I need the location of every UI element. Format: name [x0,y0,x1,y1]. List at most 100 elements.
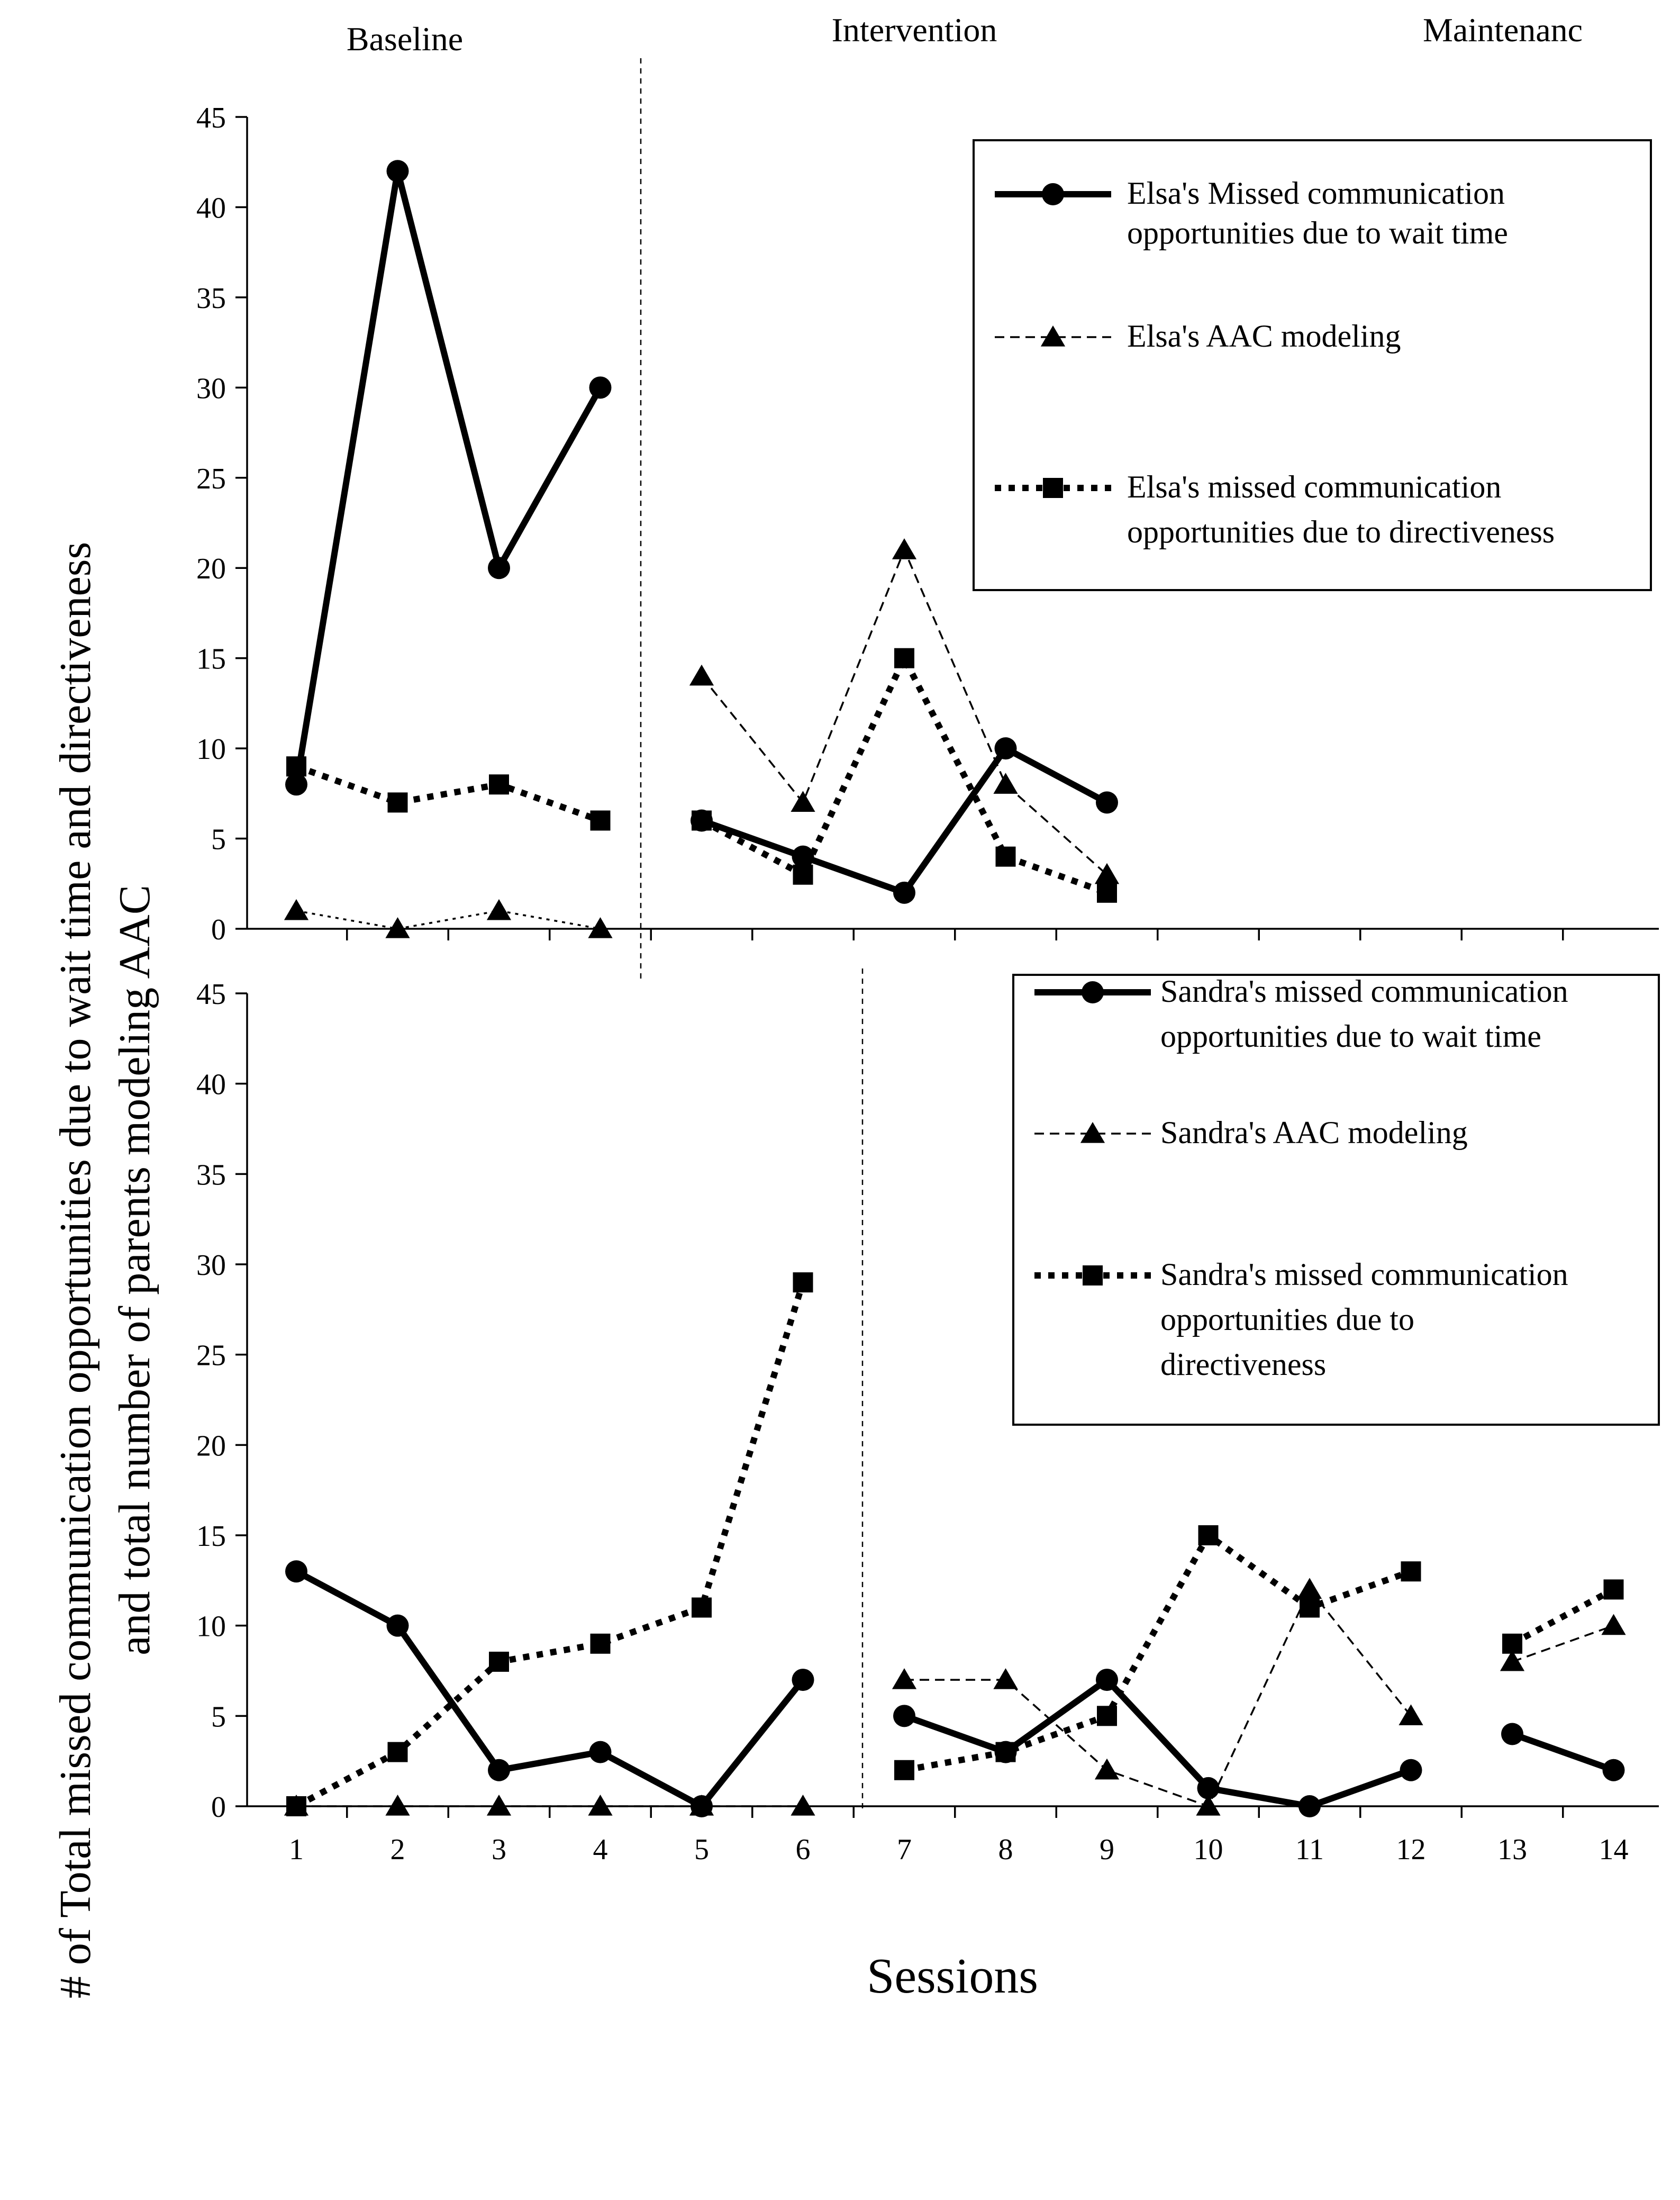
circle-marker [893,1705,915,1727]
square-marker [1401,1561,1421,1582]
circle-marker [1602,1759,1625,1781]
series-line-segment [904,1588,1412,1807]
square-marker [692,810,712,831]
x-tick-label: 14 [1599,1833,1629,1866]
square-marker [286,756,306,777]
square-marker [1083,1265,1103,1285]
x-tick-label: 2 [391,1833,405,1866]
circle-marker [994,737,1017,760]
legend-label: Elsa's missed communication [1127,469,1501,504]
legend-label: Elsa's AAC modeling [1127,319,1401,354]
y-tick-label: 40 [196,192,226,224]
circle-marker [386,1614,409,1637]
triangle-marker [1196,1795,1221,1816]
legend-label: Sandra's AAC modeling [1160,1115,1468,1150]
circle-marker [1096,791,1118,814]
y-tick-label: 20 [196,1429,226,1462]
circle-marker [1096,1669,1118,1691]
legend-label: directiveness [1160,1347,1326,1382]
y-tick-label: 15 [196,1520,226,1553]
series-line-segment [903,1677,1412,1809]
chart-panel-elsa: 0 5 10 15 20 25 30 35 40 45 Elsa's Missed communic… [196,58,1659,982]
x-tick-label: 9 [1100,1833,1114,1866]
series-triangle [284,1578,1626,1816]
circle-marker [589,376,612,399]
triangle-marker [1080,1122,1105,1143]
y-tick-label: 5 [211,823,226,856]
series-line-segment [295,763,602,824]
y-tick-label: 10 [196,1610,226,1643]
square-marker [489,1651,509,1672]
circle-marker [285,1560,307,1583]
square-marker [590,1633,611,1654]
square-marker [1097,1706,1117,1726]
square-marker [1097,882,1117,903]
square-marker [489,774,509,795]
series-line-segment [296,910,601,930]
y-tick-label: 5 [211,1700,226,1733]
triangle-marker [892,1668,917,1689]
x-tick-label: 3 [492,1833,506,1866]
series-line-segment [1512,1625,1614,1663]
triangle-marker [1601,1614,1626,1635]
triangle-marker [1094,1758,1120,1780]
y-tick-label: 35 [196,1158,226,1191]
y-axis-title-line: # of Total missed communication opportun… [51,542,100,1998]
x-tick-label: 11 [1295,1833,1324,1866]
phase-label-intervention: Intervention [832,11,997,49]
x-axis-title: Sessions [867,1949,1038,2004]
legend-label: opportunities due to [1160,1302,1414,1337]
series-circle [285,1560,1625,1817]
y-tick-label: 35 [196,282,226,315]
triangle-marker [689,664,714,686]
circle-marker [589,1741,612,1763]
triangle-marker [284,899,309,920]
y-tick-label: 20 [196,553,226,585]
x-tick-label: 6 [796,1833,811,1866]
x-tick-label: 13 [1497,1833,1527,1866]
x-tick-label: 12 [1396,1833,1426,1866]
circle-marker [792,1669,814,1691]
triangle-marker [791,1795,815,1816]
y-axis-title: # of Total missed communication opportun… [51,542,159,1998]
y-axis-title-line: and total number of parents modeling AAC [110,885,159,1655]
square-marker [387,792,408,813]
phase-label-baseline: Baseline [347,20,463,58]
series-triangle [284,538,1120,938]
phase-label-maintenance: Maintenanc [1423,11,1583,49]
y-tick-label: 0 [211,1791,226,1824]
triangle-marker [588,1795,613,1816]
square-marker [1603,1579,1624,1600]
square-marker [692,1597,712,1618]
x-tick-label: 10 [1194,1833,1223,1866]
y-tick-label: 25 [196,463,226,495]
square-marker [1300,1597,1320,1618]
square-marker [286,1796,306,1816]
series-circle [285,160,1118,904]
triangle-marker [1399,1704,1423,1725]
triangle-marker [1297,1578,1322,1599]
square-marker [590,810,611,831]
legend-label: opportunities due to wait time [1127,215,1508,250]
y-tick-label: 30 [196,1249,226,1282]
legend-label: opportunities due to directiveness [1127,514,1555,549]
y-tick-label: 15 [196,643,226,676]
legend-label: Sandra's missed communication [1160,974,1568,1009]
legend: Elsa's Missed communication opportunities… [973,139,1652,591]
y-tick-label: 25 [196,1339,226,1372]
series-square [286,1272,1624,1816]
circle-marker [488,1759,510,1781]
y-tick-label: 45 [196,978,226,1011]
square-marker [894,1760,914,1780]
circle-marker [893,881,915,904]
triangle-marker [588,917,613,938]
square-marker [1198,1525,1219,1545]
triangle-marker [385,1795,410,1816]
square-marker [894,648,914,668]
x-tick-label: 5 [694,1833,709,1866]
triangle-marker [689,1795,714,1816]
circle-marker [1501,1723,1523,1745]
